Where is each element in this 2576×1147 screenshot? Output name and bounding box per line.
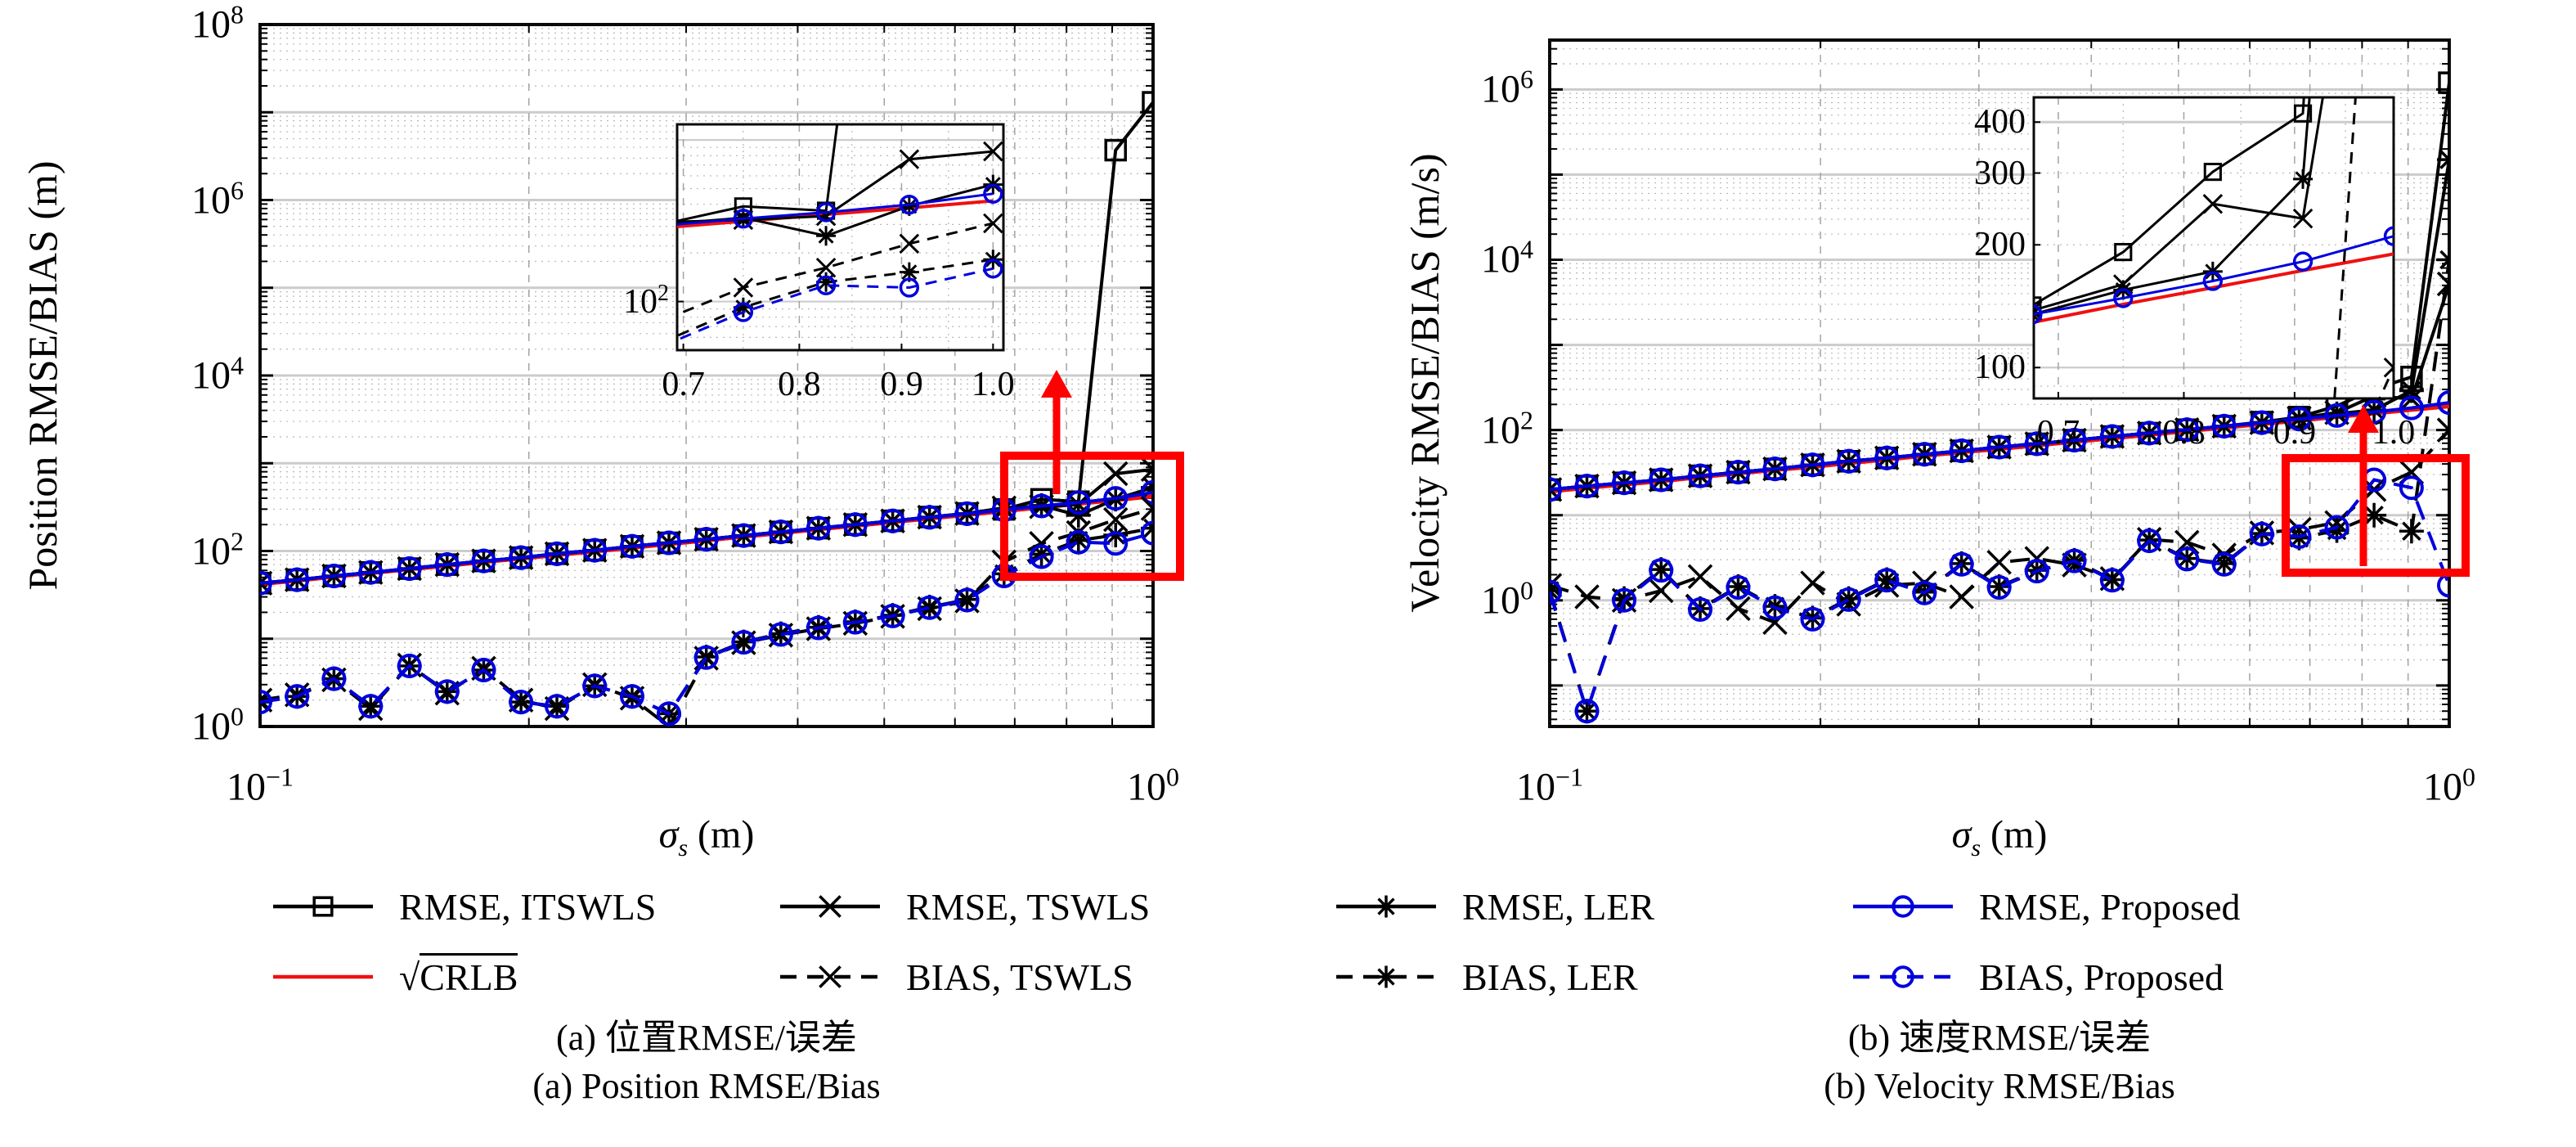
- series-bias_proposed: [1550, 478, 2449, 717]
- sigma-subscript: s: [1971, 834, 1981, 862]
- legend-label-bias_ler: BIAS, LER: [1462, 956, 1638, 998]
- inset-velocity: [2032, 96, 2395, 400]
- markers-rmse_proposed: [733, 183, 1003, 229]
- legend-item-rmse_proposed: RMSE, Proposed: [1850, 882, 2240, 931]
- zoom-region-box-velocity: [2282, 454, 2470, 577]
- x-axis-label-left: σs (m): [658, 812, 755, 861]
- zoom-arrow-head-velocity: [2348, 405, 2379, 433]
- caption-left-zh: (a) 位置RMSE/误差: [556, 1018, 857, 1058]
- legend-item-rmse_ler: RMSE, LER: [1333, 882, 1654, 931]
- legend-sample-rmse_ler: [1336, 895, 1436, 918]
- legend-sample-crlb: [273, 974, 373, 979]
- legend-label-rmse_itswls: RMSE, ITSWLS: [399, 885, 657, 928]
- series-layer-velocity: [1550, 71, 2449, 724]
- legend-label-rmse_ler: RMSE, LER: [1462, 885, 1655, 928]
- markers-bias_proposed: [260, 520, 1153, 726]
- legend-label-bias_tswls: BIAS, TSWLS: [906, 956, 1133, 998]
- sigma-symbol: σ: [658, 812, 679, 857]
- y-axis-label-velocity: Velocity RMSE/BIAS (m/s): [1402, 153, 1447, 613]
- legend-sample-rmse_proposed: [1853, 895, 1953, 918]
- legend-item-bias_ler: BIAS, LER: [1333, 952, 1638, 1001]
- sigma-unit: (m): [698, 812, 755, 857]
- legend-item-crlb: √CRLB: [270, 952, 518, 1001]
- series-rmse_proposed: [1550, 401, 2449, 492]
- markers-bias_proposed: [1550, 467, 2449, 724]
- legend-label-rmse_proposed: RMSE, Proposed: [1979, 885, 2241, 928]
- zoom-arrow-head-position: [1041, 370, 1072, 398]
- markers-bias_tswls: [733, 213, 1003, 298]
- legend-sample-rmse_itswls: [273, 896, 373, 917]
- markers-bias_tswls: [2383, 358, 2394, 378]
- legend-item-bias_proposed: BIAS, Proposed: [1850, 952, 2224, 1001]
- legend-label-bias_proposed: BIAS, Proposed: [1979, 956, 2224, 998]
- legend-item-rmse_tswls: RMSE, TSWLS: [777, 882, 1150, 931]
- legend-item-rmse_itswls: RMSE, ITSWLS: [270, 882, 656, 931]
- markers-bias_proposed: [733, 259, 1003, 322]
- caption-right-en: (b) Velocity RMSE/Bias: [1824, 1066, 2175, 1106]
- markers-rmse_proposed: [1550, 390, 2449, 502]
- sigma-unit: (m): [1990, 812, 2048, 857]
- inset-position: [675, 123, 1005, 352]
- legend-sample-bias_proposed: [1853, 965, 1953, 988]
- markers-rmse_proposed: [2034, 226, 2394, 325]
- caption-right-zh: (b) 速度RMSE/误差: [1847, 1018, 2152, 1058]
- zoom-region-box-position: [1000, 452, 1184, 581]
- legend-label-crlb: √CRLB: [399, 952, 518, 999]
- legend-sample-bias_ler: [1336, 965, 1436, 988]
- x-axis-label-right: σs (m): [1951, 812, 2048, 861]
- legend-sample-bias_tswls: [780, 965, 880, 988]
- legend-item-bias_tswls: BIAS, TSWLS: [777, 952, 1133, 1001]
- y-axis-label-position: Position RMSE/BIAS (m): [20, 160, 65, 591]
- legend-sample-rmse_tswls: [780, 895, 880, 918]
- sigma-subscript: s: [678, 834, 689, 862]
- legend-label-rmse_tswls: RMSE, TSWLS: [906, 885, 1151, 928]
- sigma-symbol: σ: [1951, 812, 1972, 857]
- caption-left-en: (a) Position RMSE/Bias: [532, 1066, 881, 1106]
- markers-rmse_itswls: [2034, 104, 2313, 315]
